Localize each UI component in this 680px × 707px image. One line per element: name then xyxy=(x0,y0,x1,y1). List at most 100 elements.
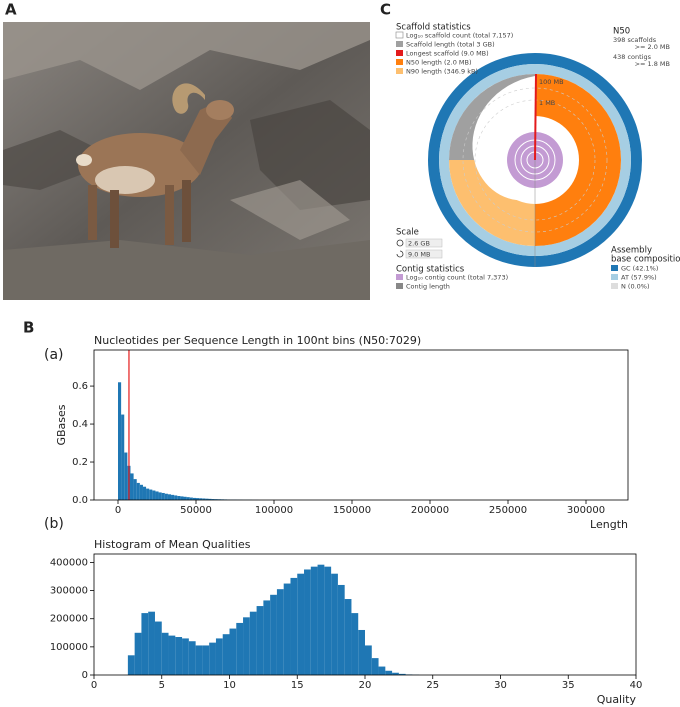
legend-swatch xyxy=(611,274,618,280)
bar xyxy=(205,498,209,500)
bar xyxy=(398,673,406,675)
legend-title: Assembly xyxy=(611,246,652,256)
bar xyxy=(283,583,291,675)
bar xyxy=(199,498,203,500)
legend-title: Contig statistics xyxy=(396,265,465,275)
x-tick-label: 25 xyxy=(426,680,439,691)
bar xyxy=(371,658,379,675)
snail-plot: 100 MB 1 MB xyxy=(428,53,642,267)
legend-title: Scaffold statistics xyxy=(396,23,471,33)
x-tick-label: 20 xyxy=(359,680,372,691)
bar xyxy=(392,672,399,675)
bar xyxy=(317,564,325,675)
bar xyxy=(211,499,215,500)
n50-text: >= 1.8 MB xyxy=(635,60,670,68)
y-tick-label: 0.0 xyxy=(72,495,88,506)
bar xyxy=(186,497,190,500)
bar xyxy=(324,566,332,675)
legend-swatch xyxy=(396,274,403,280)
bar xyxy=(378,666,386,675)
bar xyxy=(209,642,216,675)
y-axis-label: GBases xyxy=(55,404,68,445)
bar xyxy=(183,496,187,500)
y-tick-label: 0 xyxy=(82,670,88,681)
bar xyxy=(155,491,159,500)
bar xyxy=(136,482,140,500)
bar xyxy=(141,613,149,675)
ring-label: 100 MB xyxy=(539,78,564,86)
bar xyxy=(215,638,223,675)
bar xyxy=(385,670,393,675)
scale-box xyxy=(405,249,443,259)
x-tick-label: 35 xyxy=(562,680,575,691)
scale-label: 2.6 GB xyxy=(408,240,430,248)
legend-swatch xyxy=(396,283,403,289)
bar xyxy=(121,414,125,500)
bar xyxy=(202,498,206,500)
x-tick-label: 250000 xyxy=(489,505,527,516)
rock xyxy=(3,130,120,190)
y-tick-label: 400000 xyxy=(50,557,88,568)
sheep xyxy=(76,83,234,248)
bar xyxy=(344,599,352,675)
plot-frame xyxy=(93,349,629,501)
x-tick-label: 40 xyxy=(630,680,643,691)
y-tick-label: 200000 xyxy=(50,614,88,625)
x-tick-label: 10 xyxy=(223,680,236,691)
legend-swatch xyxy=(396,59,403,65)
x-tick-label: 0 xyxy=(91,680,97,691)
bar xyxy=(270,594,277,675)
bar xyxy=(358,629,365,675)
rock xyxy=(3,22,370,90)
bar xyxy=(134,632,142,675)
snail-cutout xyxy=(472,76,550,201)
bar xyxy=(202,645,210,675)
chart-title: Nucleotides per Sequence Length in 100nt… xyxy=(94,334,421,347)
legend-swatch xyxy=(396,68,403,74)
chart-title: Histogram of Mean Qualities xyxy=(94,538,251,551)
n50-title: N50 xyxy=(613,27,630,37)
legend-label: AT (57.9%) xyxy=(621,274,657,282)
x-tick-label: 5 xyxy=(159,680,165,691)
legend-title: base composition xyxy=(611,255,680,265)
bar xyxy=(208,498,212,500)
bar xyxy=(236,622,244,675)
legend-label: N90 length (346.9 kB) xyxy=(406,68,478,76)
bar xyxy=(256,606,264,675)
bar xyxy=(124,452,128,500)
legend-swatch xyxy=(395,31,404,39)
bar xyxy=(310,566,318,675)
bar xyxy=(133,479,137,500)
bar xyxy=(229,628,237,675)
bar xyxy=(130,473,134,500)
legend-swatch xyxy=(611,283,618,289)
bar xyxy=(331,573,338,675)
bar xyxy=(263,600,271,675)
bar xyxy=(146,488,150,500)
bar xyxy=(177,496,181,500)
bar xyxy=(180,496,184,500)
y-tick-label: 100000 xyxy=(50,642,88,653)
n50-text: >= 2.0 MB xyxy=(635,43,670,51)
x-tick-label: 300000 xyxy=(567,505,605,516)
photo xyxy=(3,22,370,300)
x-tick-label: 100000 xyxy=(255,505,293,516)
scale-icon xyxy=(396,239,404,247)
subpanel-label: (b) xyxy=(44,516,64,532)
legend-label: Log₁₀ scaffold count (total 7,157) xyxy=(406,32,513,40)
bar xyxy=(171,494,175,500)
scale-label: 9.0 MB xyxy=(408,251,430,259)
bar xyxy=(214,499,218,500)
rock xyxy=(250,100,370,210)
bar xyxy=(161,492,165,500)
bar xyxy=(182,638,189,675)
bar xyxy=(290,577,298,675)
bar xyxy=(351,613,359,675)
legend-swatch xyxy=(396,50,403,56)
legend: Log₁₀ scaffold count (total 7,157) Scaff… xyxy=(395,31,513,76)
legend-label: Scaffold length (total 3 GB) xyxy=(406,41,495,49)
bar xyxy=(337,584,345,675)
panel-label: A xyxy=(5,1,17,19)
n50-segment xyxy=(535,74,621,246)
bar xyxy=(304,569,311,675)
